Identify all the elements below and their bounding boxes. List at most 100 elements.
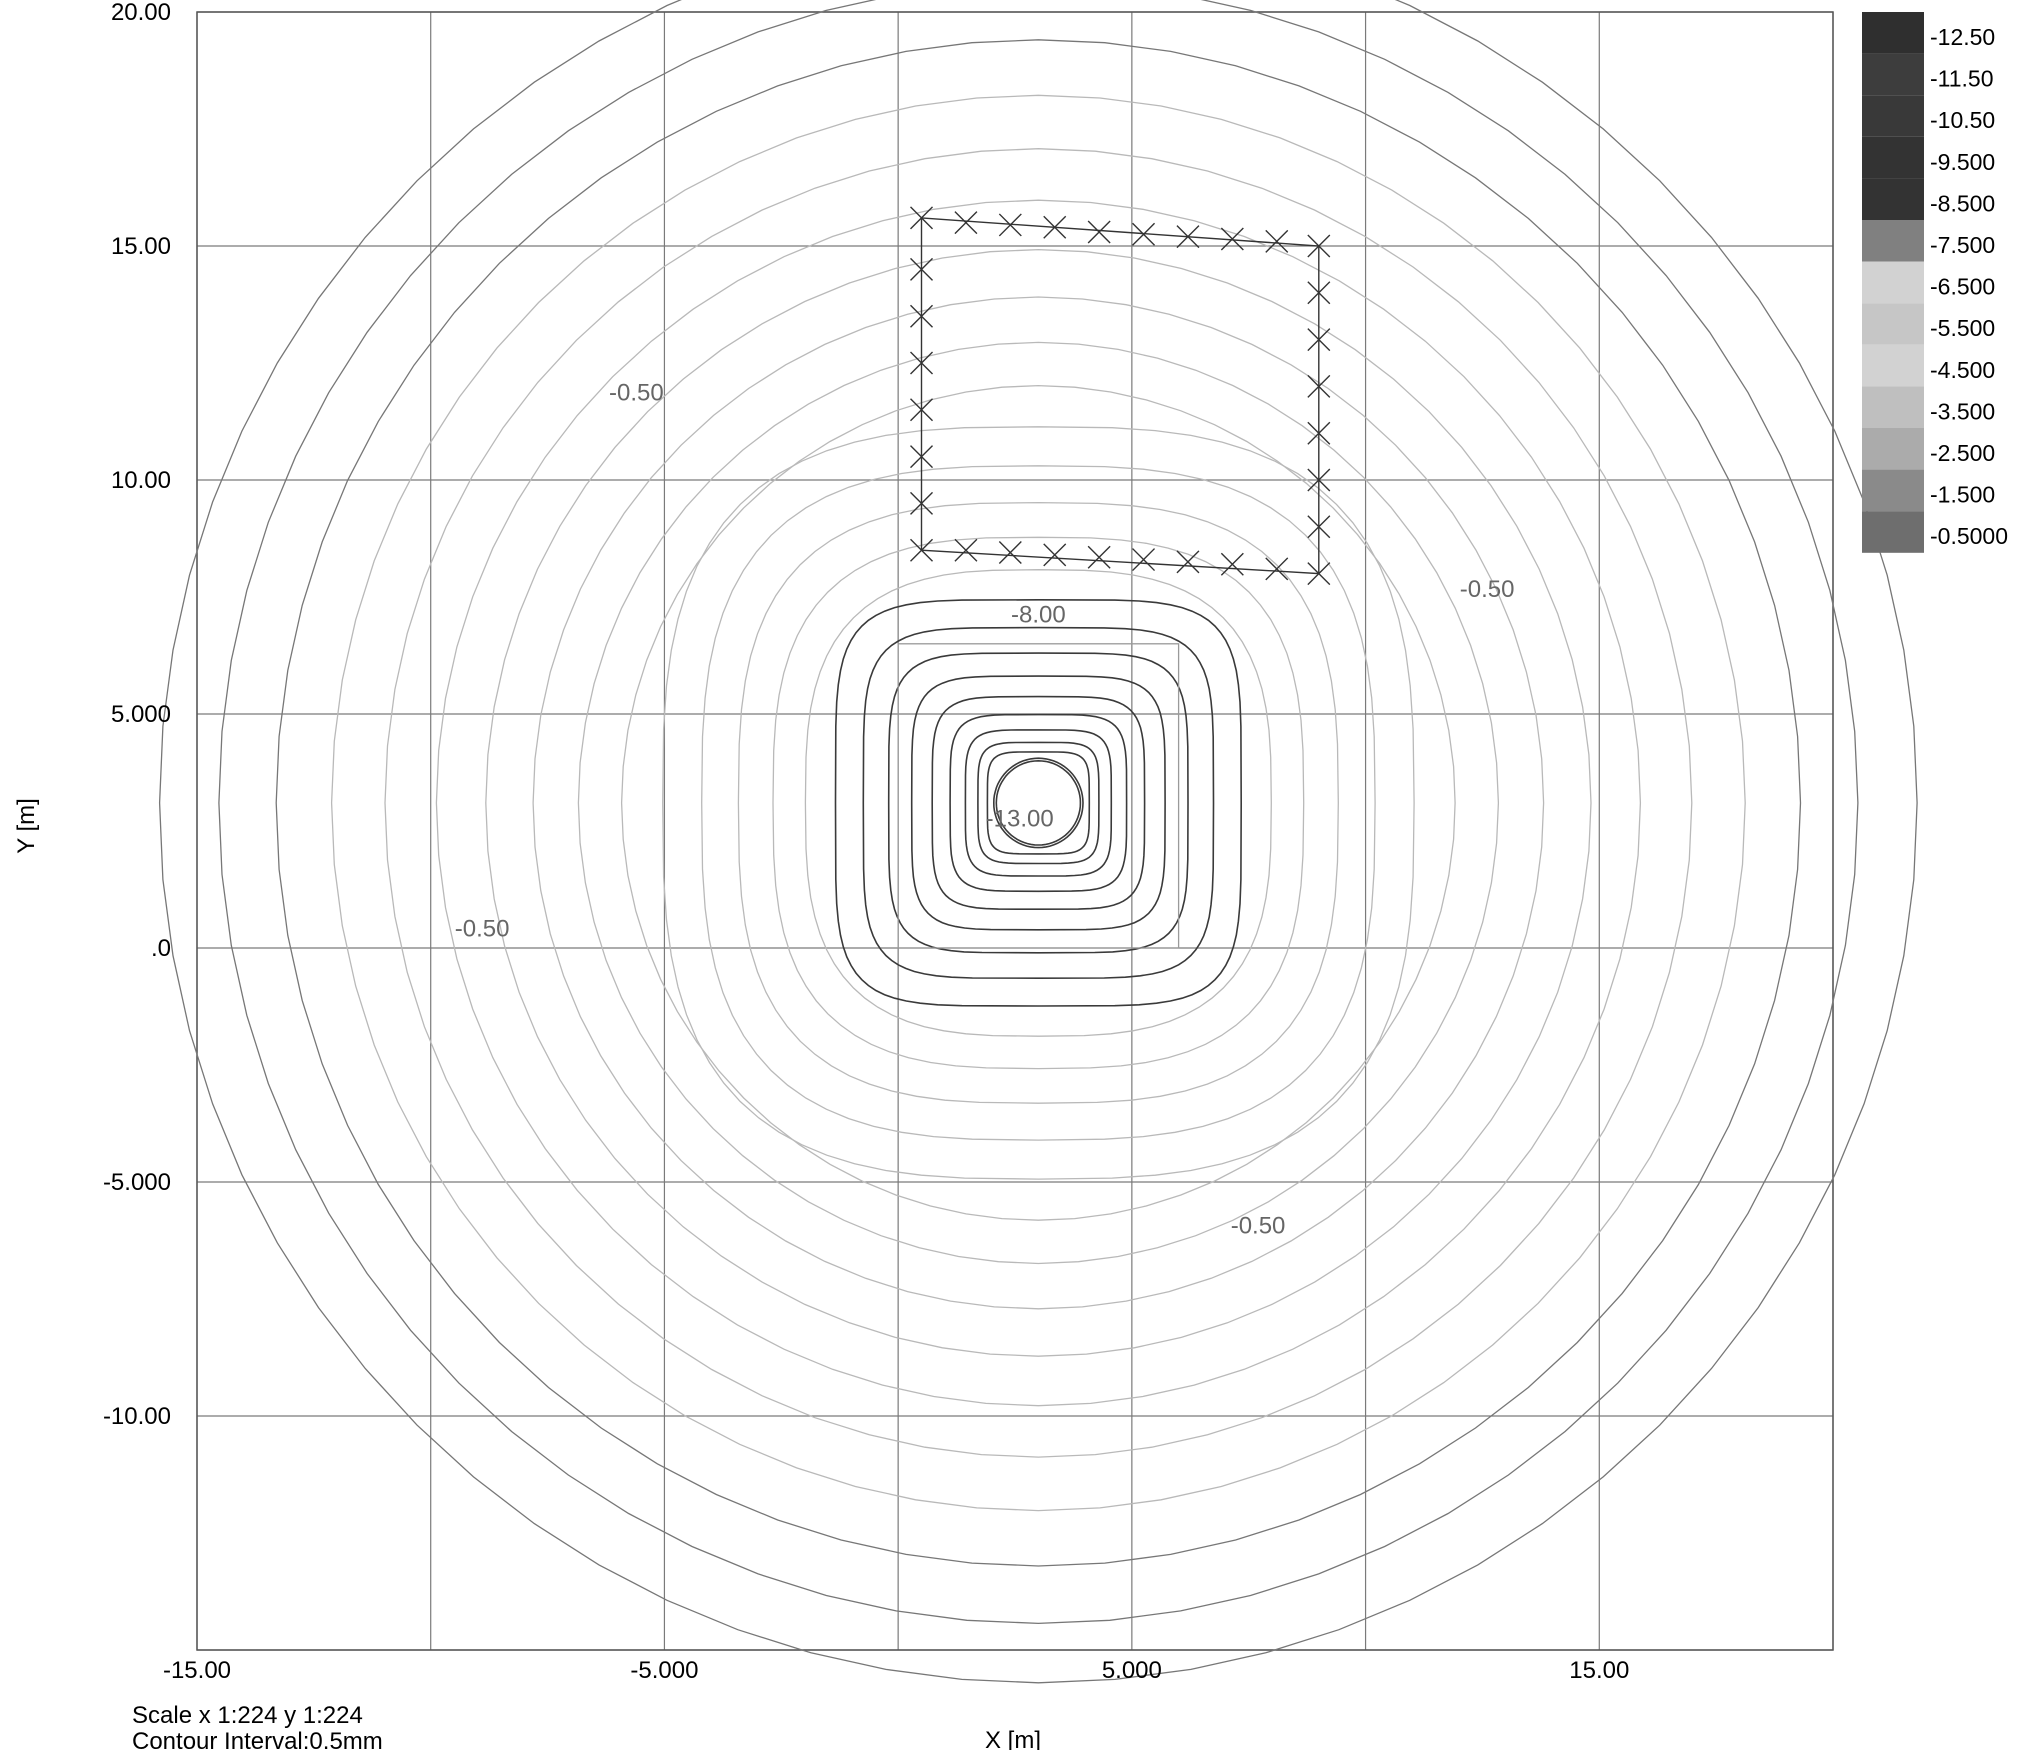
y-tick-label: 10.00: [111, 467, 171, 494]
contour-line: [986, 751, 1091, 855]
legend-label: -0.5000: [1930, 523, 2008, 549]
contour-label: -8.00: [1011, 602, 1066, 629]
marker-x: [954, 211, 978, 235]
scale-note: Scale x 1:224 y 1:224: [132, 1702, 363, 1729]
marker-x: [1307, 374, 1331, 398]
y-tick-labels: 20.00 15.00 10.00 5.000 .0 -5.000 -10.00: [103, 0, 171, 1430]
legend-label: -9.500: [1930, 149, 1995, 175]
legend-swatch: [1862, 261, 1924, 304]
legend-swatch: [1862, 220, 1924, 262]
marker-x: [1265, 229, 1289, 253]
marker-x: [910, 538, 934, 562]
marker-x: [954, 538, 978, 562]
marker-x: [1307, 281, 1331, 305]
x-tick-label: -5.000: [630, 1657, 698, 1684]
marker-x: [910, 491, 934, 515]
loaded-area: [897, 643, 1180, 949]
marker-x: [1307, 234, 1331, 258]
contour-line: [620, 384, 1456, 1221]
contour-label: -0.50: [1231, 1212, 1286, 1239]
contour-line: [887, 652, 1189, 954]
contour-line: [931, 695, 1146, 911]
contour-line: [995, 759, 1082, 846]
legend-swatch: [1862, 344, 1924, 387]
legend-swatch: [1862, 178, 1924, 220]
marker-x: [1132, 548, 1156, 572]
marker-x: [1087, 220, 1111, 244]
contour-line: [532, 296, 1545, 1310]
marker-x: [1132, 222, 1156, 246]
contour-line: [977, 741, 1100, 865]
contour-line: [910, 675, 1166, 931]
legend-swatch: [1862, 511, 1924, 553]
x-tick-label: 15.00: [1569, 1657, 1629, 1684]
marker-x: [1220, 227, 1244, 251]
y-tick-label: 15.00: [111, 233, 171, 260]
marker-x: [998, 213, 1022, 237]
contour-line: [577, 341, 1500, 1265]
contour-label: -13.00: [986, 805, 1054, 832]
legend-label: -12.50: [1930, 24, 1995, 50]
legend-label: -3.500: [1930, 398, 1995, 424]
marker-x: [1176, 225, 1200, 249]
x-tick-label: -15.00: [163, 1657, 231, 1684]
marker-x: [910, 351, 934, 375]
contour-line: [330, 94, 1746, 1512]
contour-interval-note: Contour Interval:0.5mm: [132, 1728, 383, 1755]
legend-swatch: [1862, 95, 1924, 137]
legend-swatch: [1862, 136, 1924, 179]
legend-label: -10.50: [1930, 107, 1995, 133]
marker-x: [910, 257, 934, 281]
legend: -12.50 -11.50 -10.50 -9.500 -8.500 -7.500 -6.5…: [1862, 12, 2008, 553]
contour-line: [701, 465, 1376, 1141]
contour-line: [964, 729, 1113, 877]
y-tick-label: -10.00: [103, 1403, 171, 1430]
contour-label: -0.50: [1460, 576, 1515, 603]
legend-label: -7.500: [1930, 232, 1995, 258]
contour-line: [662, 426, 1415, 1180]
legend-swatch: [1862, 469, 1924, 512]
y-tick-label: -5.000: [103, 1169, 171, 1196]
contour-line: [218, 0, 1859, 1625]
marker-x: [1176, 550, 1200, 574]
marker-x: [1307, 468, 1331, 492]
marker-x: [1087, 545, 1111, 569]
loaded-area-outline: [897, 643, 1180, 949]
contour-line: [772, 536, 1305, 1070]
legend-swatch: [1862, 386, 1924, 428]
x-tick-label: 5.000: [1102, 1657, 1162, 1684]
marker-x: [910, 445, 934, 469]
marker-x: [1220, 552, 1244, 576]
marker-x: [1265, 557, 1289, 581]
marker-x: [1307, 562, 1331, 586]
marker-points: [910, 206, 1331, 586]
y-axis-title: Y [m]: [13, 798, 40, 854]
contour-line: [862, 626, 1215, 980]
contour-line: [804, 569, 1272, 1037]
legend-label: -5.500: [1930, 315, 1995, 341]
contour-label: -0.50: [609, 379, 664, 406]
marker-x: [910, 398, 934, 422]
legend-swatch: [1862, 53, 1924, 96]
legend-swatch: [1862, 303, 1924, 345]
contour-line: [275, 39, 1802, 1567]
marker-x: [1307, 328, 1331, 352]
legend-label: -4.500: [1930, 357, 1995, 383]
marker-x: [910, 206, 934, 230]
contour-line: [834, 598, 1243, 1007]
marker-x: [1043, 543, 1067, 567]
x-tick-labels: -15.00 -5.000 5.000 15.00: [163, 1657, 1629, 1684]
contour-line: [992, 757, 1084, 849]
marker-outline: [920, 217, 1320, 575]
contour-line: [435, 199, 1642, 1407]
marker-x: [1307, 421, 1331, 445]
contour-lines: [158, 0, 1918, 1684]
contour-line: [949, 713, 1128, 893]
legend-swatch: [1862, 428, 1924, 470]
legend-label: -2.500: [1930, 440, 1995, 466]
footer-notes: Scale x 1:224 y 1:224 Contour Interval:0…: [132, 1703, 383, 1755]
contour-label: -0.50: [455, 915, 510, 942]
marker-x: [998, 541, 1022, 565]
contour-line: [737, 501, 1339, 1104]
